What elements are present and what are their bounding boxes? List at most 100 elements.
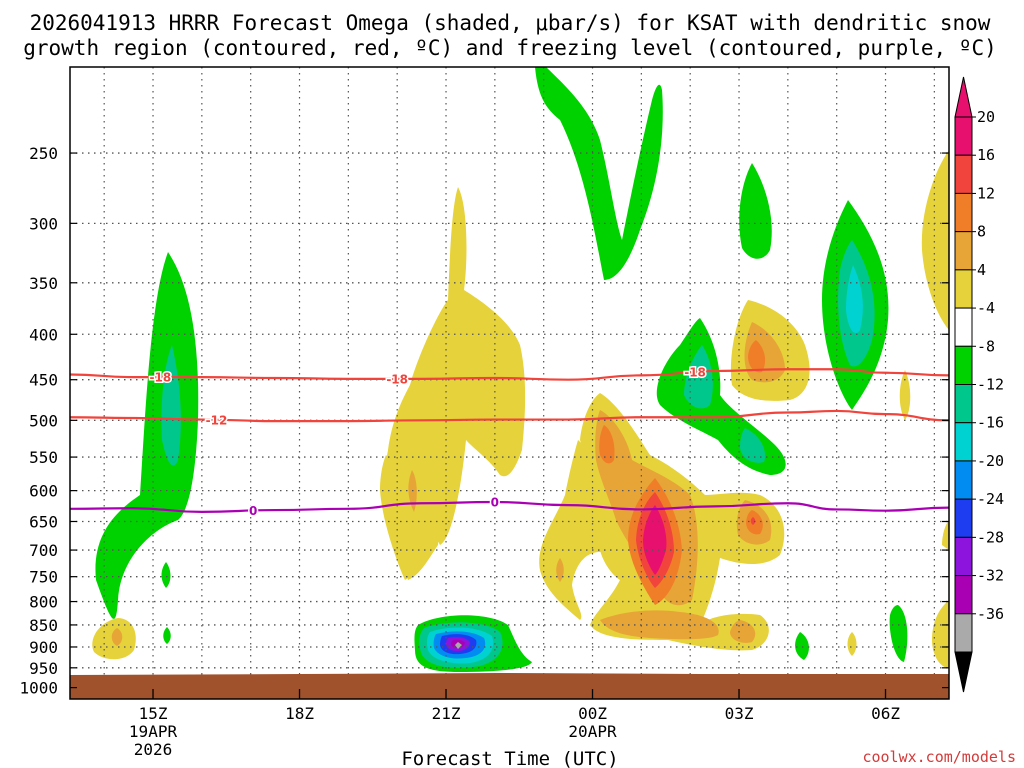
chart-title-line2: growth region (contoured, red, ºC) and f…	[23, 36, 997, 60]
x-tick-label-00Z: 00Z	[578, 704, 607, 723]
dgz-contour-m12-label-0: -12	[206, 413, 228, 427]
x-tick-label-21Z: 21Z	[432, 704, 461, 723]
omega-teal-core-15z	[161, 345, 181, 466]
y-tick-label-750: 750	[29, 568, 58, 587]
colorbar-label-8: -16	[977, 414, 1004, 432]
colorbar-label-10: -24	[977, 490, 1004, 508]
y-tick-label-600: 600	[29, 482, 58, 501]
colorbar-label-12: -32	[977, 567, 1004, 585]
x-tick-label-03Z: 03Z	[725, 704, 754, 723]
y-tick-label-350: 350	[29, 274, 58, 293]
y-tick-label-300: 300	[29, 214, 58, 233]
omega-deep-orange-00z	[599, 425, 615, 464]
ground-surface	[70, 673, 949, 699]
x-axis-label: Forecast Time (UTC)	[401, 748, 618, 768]
omega-orange-speck-14z	[111, 628, 123, 646]
omega-yellow-low-07z	[932, 600, 949, 668]
omega-yellow-low-06z	[847, 632, 857, 656]
omega-green-cell-02z	[739, 163, 772, 259]
colorbar-bin--28-to--24	[954, 536, 973, 577]
omega-green-speck-15z-a	[161, 562, 171, 588]
dgz-contour-m18-label-0: -18	[149, 371, 171, 385]
colorbar-label-5: -4	[977, 299, 995, 317]
temperature-contours: -18 -18 -18 -12 0 0	[70, 364, 949, 520]
colorbar-label-7: -12	[977, 376, 1004, 394]
y-tick-label-500: 500	[29, 411, 58, 430]
colorbar-bin--8-to--4	[954, 345, 973, 385]
colorbar-top-arrow	[954, 76, 973, 118]
y-tick-label-250: 250	[29, 144, 58, 163]
colorbar-bin--32-to--28	[954, 575, 973, 615]
omega-red-speck-03z	[750, 517, 756, 525]
freezing-contour-0-label-0: 0	[249, 504, 257, 518]
omega-orange-speck-00z	[556, 558, 564, 582]
omega-teal-band-02z-b	[740, 428, 766, 463]
colorbar-label-9: -20	[977, 452, 1004, 470]
plot-content: -18 -18 -18 -12 0 0	[70, 67, 949, 699]
y-tick-label-700: 700	[29, 541, 58, 560]
x-tick-date-15Z: 19APR	[129, 722, 178, 741]
y-tick-label-650: 650	[29, 512, 58, 531]
omega-green-speck-04z	[795, 632, 809, 660]
dgz-contour-m18-label-2: -18	[684, 366, 706, 380]
colorbar-bin-4-to-8	[954, 269, 973, 309]
freezing-contour-0-label-1: 0	[491, 496, 499, 510]
omega-green-top-00z	[535, 67, 663, 280]
x-tick-date-00Z: 20APR	[568, 722, 617, 741]
colorbar-bin--16-to--12	[954, 422, 973, 462]
colorbar-bin--20-to--16	[954, 460, 973, 500]
colorbar-bin--24-to--20	[954, 498, 973, 538]
y-tick-label-550: 550	[29, 448, 58, 467]
omega-deep-orange-03z	[748, 340, 766, 373]
colorbar-label-11: -28	[977, 528, 1004, 546]
x-tick-year-15Z: 2026	[134, 740, 173, 759]
omega-green-speck-15z-b	[163, 627, 171, 644]
omega-orange-speck-03z-low	[730, 620, 756, 643]
y-tick-label-400: 400	[29, 325, 58, 344]
freezing-contour-0	[70, 500, 949, 513]
colorbar-label-2: 12	[977, 184, 995, 202]
omega-cyan-core-05z	[846, 265, 863, 334]
omega-yellow-plume-21z-lower	[380, 455, 430, 580]
omega-teal-band-02z	[684, 345, 713, 409]
colorbar-bin-20-to-24	[954, 116, 973, 156]
omega-yellow-edge-07z-c	[942, 520, 949, 550]
colorbar-bin--4-to-4	[954, 307, 973, 347]
omega-yellow-plume-21z	[386, 187, 526, 580]
x-tick-label-06Z: 06Z	[871, 704, 900, 723]
colorbar-label-6: -8	[977, 337, 995, 355]
dgz-contour-m18	[70, 368, 949, 381]
colorbar-bin-8-to-12	[954, 231, 973, 271]
colorbar-label-1: 16	[977, 146, 995, 164]
plot-frame	[69, 66, 950, 700]
y-tick-label-950: 950	[29, 659, 58, 678]
colorbar-bin-16-to-20	[954, 154, 973, 194]
omega-yellow-edge-07z	[921, 150, 949, 330]
y-tick-label-450: 450	[29, 371, 58, 390]
omega-green-speck-06z	[889, 605, 908, 662]
colorbar-label-13: -36	[977, 605, 1004, 623]
omega-min-gray-21z	[455, 642, 462, 649]
colorbar-label-0: 20	[977, 108, 995, 126]
colorbar-label-4: 4	[977, 261, 986, 279]
y-axis: 250 300 350 400 450 500 550 600 650 700 750 800 850 9…	[19, 144, 949, 698]
colorbar-bin--36-to--32	[954, 613, 973, 653]
x-tick-label-18Z: 18Z	[285, 704, 314, 723]
colorbar-bin-12-to-16	[954, 192, 973, 233]
dgz-contour-m18-label-1: -18	[386, 372, 408, 386]
y-tick-label-850: 850	[29, 616, 58, 635]
colorbar-bin--12-to--8	[954, 384, 973, 424]
omega-max-magenta-01z	[643, 505, 667, 575]
credit-label: coolwx.com/models	[862, 748, 1016, 766]
omega-yellow-edge-07z-b	[899, 370, 911, 420]
chart-title-line1: 2026041913 HRRR Forecast Omega (shaded, …	[30, 11, 991, 35]
y-tick-label-1000: 1000	[19, 679, 58, 698]
x-tick-label-15Z: 15Z	[139, 704, 168, 723]
colorbar-label-3: 8	[977, 223, 986, 241]
y-tick-label-800: 800	[29, 593, 58, 612]
y-tick-label-900: 900	[29, 638, 58, 657]
dgz-contour-m12	[70, 409, 949, 423]
colorbar: 20 16 12 8 4 -4 -8 -12 -16 -20 -24 -28 -32 -36	[954, 76, 1004, 693]
